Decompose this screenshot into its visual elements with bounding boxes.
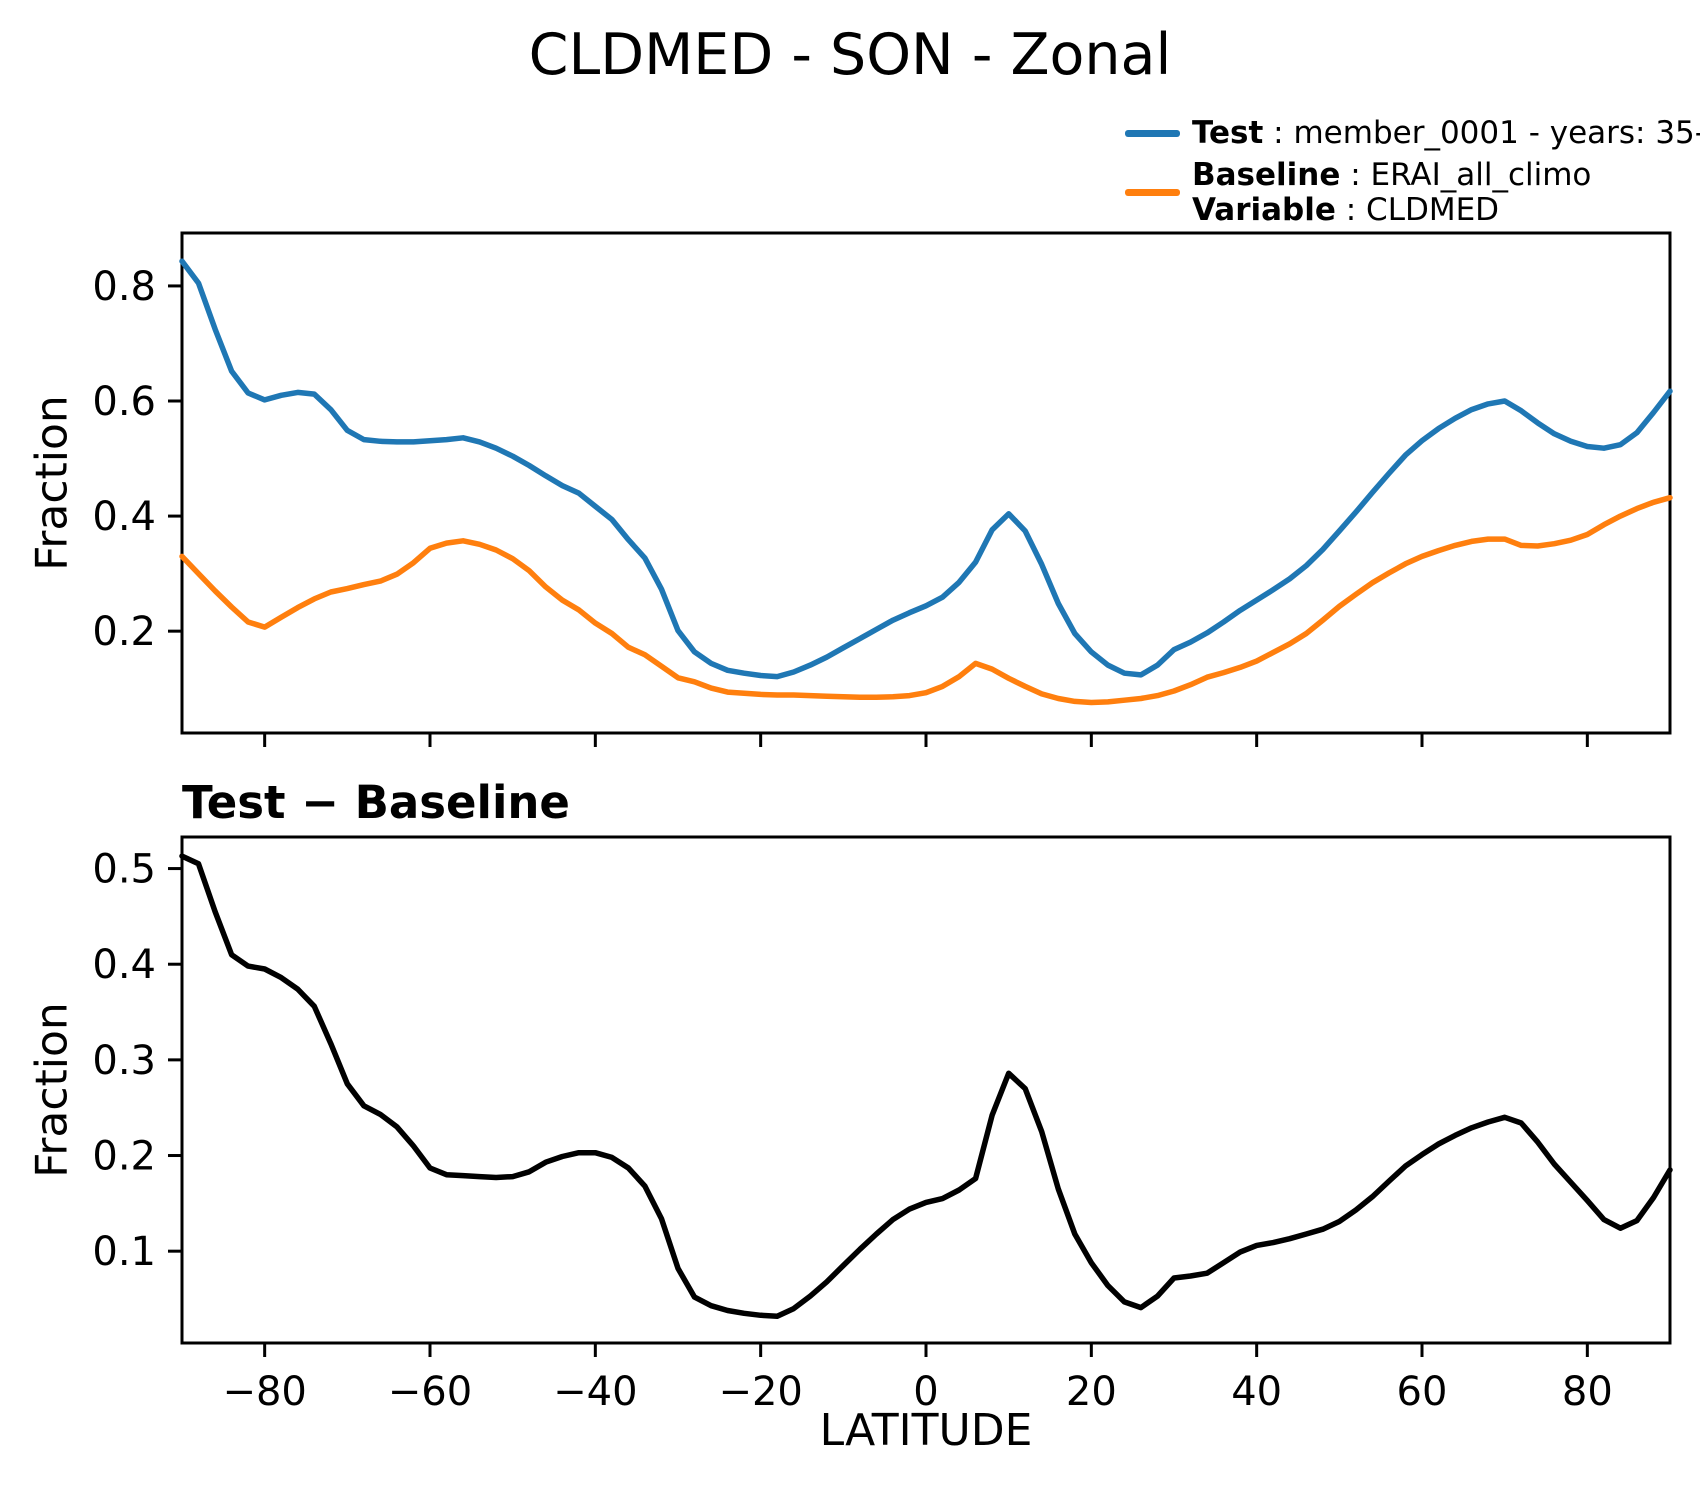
- svg-text:0.6: 0.6: [92, 379, 156, 425]
- svg-text:60: 60: [1397, 1369, 1448, 1415]
- svg-text:0.3: 0.3: [92, 1038, 156, 1084]
- svg-text:−40: −40: [553, 1369, 637, 1415]
- svg-text:0.2: 0.2: [92, 1134, 156, 1180]
- legend-test-label: Test: [1192, 115, 1264, 151]
- svg-text:0.5: 0.5: [92, 847, 156, 893]
- svg-text:0.1: 0.1: [92, 1229, 156, 1275]
- svg-text:20: 20: [1066, 1369, 1117, 1415]
- figure-title: CLDMED - SON - Zonal: [528, 22, 1172, 88]
- legend-baseline-label: Baseline: [1192, 157, 1341, 193]
- svg-text:0.4: 0.4: [92, 494, 156, 540]
- svg-text:0.2: 0.2: [92, 609, 156, 655]
- difference-panel-title: Test − Baseline: [182, 776, 570, 829]
- legend-variable-label: Variable: [1192, 192, 1336, 228]
- svg-text:−20: −20: [718, 1369, 802, 1415]
- legend-test-value: : member_0001 - years: 35-37: [1263, 115, 1700, 151]
- baseline-line-swatch: [1125, 189, 1180, 196]
- legend-variable-value: : CLDMED: [1335, 192, 1500, 228]
- svg-text:80: 80: [1562, 1369, 1613, 1415]
- svg-text:0.8: 0.8: [92, 264, 156, 310]
- svg-text:40: 40: [1231, 1369, 1282, 1415]
- svg-text:−60: −60: [388, 1369, 472, 1415]
- legend-baseline-value: : ERAI_all_climo: [1340, 157, 1592, 193]
- svg-text:−80: −80: [222, 1369, 306, 1415]
- y-axis-label-top: Fraction: [26, 395, 78, 571]
- x-axis-label: LATITUDE: [819, 1405, 1033, 1456]
- test-line-swatch: [1125, 130, 1180, 137]
- y-axis-label-bottom: Fraction: [26, 1002, 78, 1178]
- svg-text:0: 0: [913, 1369, 938, 1415]
- svg-text:0.4: 0.4: [92, 942, 156, 988]
